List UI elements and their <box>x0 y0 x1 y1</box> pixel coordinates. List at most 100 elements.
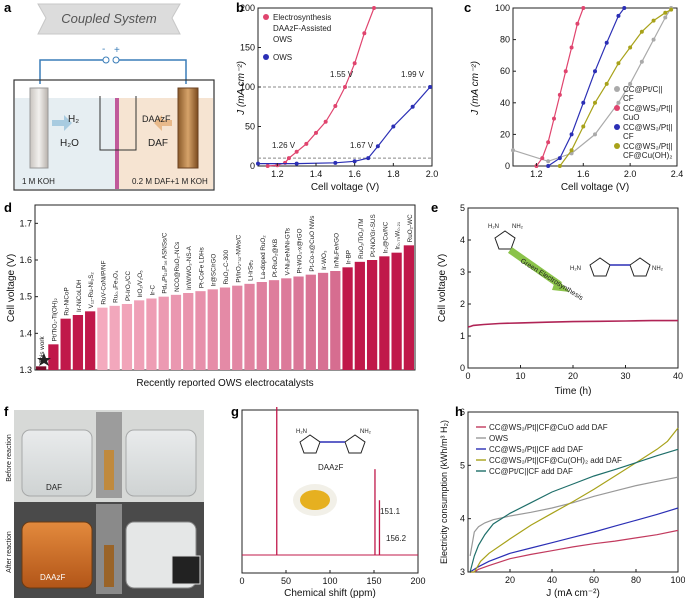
data-point-c-2 <box>581 100 586 105</box>
cell-outline <box>13 79 215 191</box>
plot-frame-c <box>512 7 678 167</box>
category-label-7: Pt-IrO₂/CC <box>125 270 132 301</box>
y-tick-label: 6 <box>460 407 465 417</box>
circuit-wire <box>39 59 187 84</box>
data-point-b-0 <box>372 6 376 10</box>
category-label-11: NCO@RuO₂-NCs <box>174 242 181 292</box>
data-point-c-1 <box>557 92 562 97</box>
daazf-arrow-icon <box>154 115 172 131</box>
data-point-c-0 <box>511 148 515 153</box>
bar-4 <box>85 311 96 370</box>
data-point-c-3 <box>651 18 656 23</box>
peak-label-151: 151.1 <box>380 507 401 516</box>
legend-marker-c-2 <box>614 124 620 130</box>
daazf-label: DAAzF <box>142 114 171 124</box>
bar-19 <box>268 280 280 370</box>
data-point-c-1 <box>581 6 586 10</box>
membrane <box>115 98 119 189</box>
h2-label: H₂ <box>68 114 79 125</box>
x-tick-label: 80 <box>631 575 641 585</box>
series-line-c-2 <box>547 7 625 167</box>
x-tick-label: 1.2 <box>530 169 543 179</box>
y-tick-label: 150 <box>240 43 255 53</box>
category-label-24: Ir/Ni₂Fe/rGO <box>333 233 340 268</box>
x-tick-label: 1.8 <box>387 169 400 179</box>
plot-frame-h <box>467 411 679 573</box>
data-point-c-3 <box>593 100 597 105</box>
daf-amine-1: H₂N <box>488 224 499 230</box>
category-label-14: Ir@SC/rGO <box>211 254 218 287</box>
y-tick-label: 50 <box>245 122 255 132</box>
x-ticks-c: 1.2 1.6 2.0 2.4 <box>530 163 683 179</box>
data-point-c-1 <box>569 45 574 50</box>
bar-21 <box>293 276 304 370</box>
x-tick-label: 2.4 <box>671 169 684 179</box>
y-tick-label: 60 <box>500 66 510 76</box>
panel-f: f Before reaction After reaction DAF DAA… <box>4 404 204 598</box>
y-tick-label: 0 <box>460 363 465 373</box>
x-tick-label: 0 <box>239 576 244 586</box>
category-label-16: Pt/IrO₂-₃₂-NWs/C <box>235 234 242 282</box>
data-point-c-2 <box>604 40 609 45</box>
daazf-amine-right: NH₂ <box>652 266 664 272</box>
green-arrow-icon <box>507 247 563 288</box>
series-b <box>256 6 433 168</box>
y-tick-label: 1.3 <box>19 365 32 375</box>
y-ticks-d: 1.3 1.4 1.5 1.6 1.7 <box>19 218 38 375</box>
legend-c-5: CF <box>623 132 634 141</box>
x-tick-label: 2.0 <box>624 169 637 179</box>
legend-h-4: CC@Pt/C||CF add DAF <box>489 467 573 476</box>
y-ticks-h: 3 4 5 6 <box>460 407 471 577</box>
data-point-c-0 <box>593 132 597 137</box>
panel-d: d This work Pt/TiO₂-Ti(OH)₂ Ru-NiCoP Ir-NiC… <box>4 200 416 389</box>
panel-h: h 20 40 60 80 100 3 4 5 6 J (mA cm⁻²) Electrici… <box>439 404 685 599</box>
data-point-c-0 <box>546 159 551 164</box>
bar-8 <box>134 300 145 370</box>
data-point-c-3 <box>581 124 586 129</box>
electrode-after <box>104 545 114 587</box>
coupled-system-title: Coupled System <box>61 11 157 26</box>
category-label-10: Pd₄₄Pt₂₀P₃₆ ASNSs/C <box>162 232 169 294</box>
legend-marker-c-0 <box>614 86 620 92</box>
data-point-b-1 <box>366 156 371 161</box>
molecule-name-g: DAAzF <box>318 463 343 472</box>
bar-17 <box>244 283 255 370</box>
plus-sign: + <box>114 45 120 56</box>
x-tick-label: 30 <box>620 371 630 381</box>
jar-before-right <box>125 429 197 497</box>
legend-b-2: OWS <box>273 35 292 44</box>
data-point-b-1 <box>333 160 338 165</box>
y-ticks-b: 0 50 100 150 200 <box>240 3 261 171</box>
data-point-b-0 <box>362 31 367 36</box>
bar-29 <box>391 252 402 370</box>
data-point-c-1 <box>575 21 580 26</box>
x-ticks-e: 0 10 20 30 40 <box>465 365 683 381</box>
right-electrolyte: 0.2 M DAF+1 M KOH <box>132 177 208 186</box>
category-label-2: Ru-NiCoP <box>64 287 71 315</box>
category-label-20: V-Ni₃FeN/Ni-GTs <box>284 228 291 275</box>
green-arrowhead-icon <box>552 278 570 292</box>
nmr-spectrum <box>242 407 418 556</box>
y-axis-label-b: J (mA cm⁻²) <box>236 61 247 116</box>
data-point-b-1 <box>391 124 396 129</box>
x-axis-label-e: Time (h) <box>555 386 592 397</box>
data-point-c-0 <box>663 15 668 20</box>
bar-14 <box>207 289 218 370</box>
data-point-b-1 <box>256 161 260 166</box>
data-point-b-0 <box>314 130 318 135</box>
title-banner <box>37 3 181 35</box>
category-label-3: Ir-NiCoLDH <box>76 279 83 312</box>
series-line-h-3 <box>470 427 679 573</box>
x-axis-label-h: J (mA cm⁻²) <box>546 588 600 599</box>
data-point-c-0 <box>616 100 621 105</box>
y-tick-label: 1.5 <box>19 292 32 302</box>
data-point-c-1 <box>546 140 551 145</box>
data-point-b-1 <box>375 144 380 149</box>
this-work-star-icon <box>37 353 51 366</box>
panel-g: g 0 50 100 150 200 Chemical shift (ppm) 151.… <box>231 404 426 599</box>
amine-g-right: NH₂ <box>360 429 372 435</box>
legend-c-3: CuO <box>623 113 639 122</box>
data-point-b-0 <box>286 156 291 161</box>
category-label-26: RuO₂/TiO₂/TM <box>358 218 365 258</box>
